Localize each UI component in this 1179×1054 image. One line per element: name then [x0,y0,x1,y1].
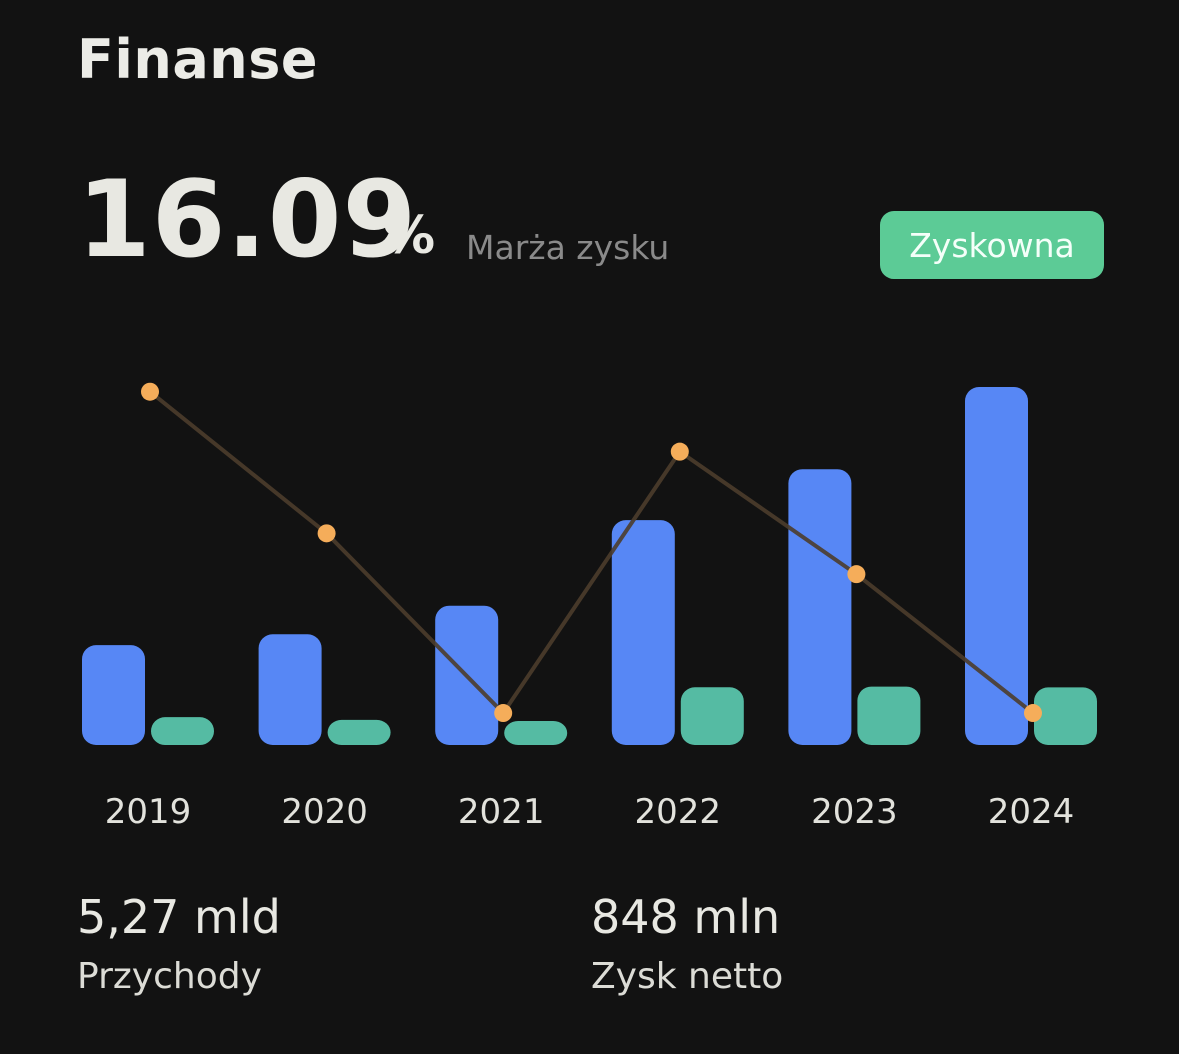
revenue-value: 5,27 mld [77,890,281,944]
net-income-bar [151,717,214,745]
revenue-stat: 5,27 mld Przychody [77,890,281,997]
revenue-bar [965,387,1028,745]
profit-margin-point [317,524,336,543]
profit-margin-point [670,442,689,461]
status-badge: Zyskowna [880,211,1104,279]
revenue-label: Przychody [77,956,262,997]
x-tick-label: 2021 [458,792,545,832]
page-title: Finanse [77,28,318,91]
net-income-bar [1034,687,1097,745]
net-income-bar [327,719,391,745]
x-tick-label: 2020 [281,792,368,832]
x-tick-label: 2022 [635,792,722,832]
revenue-bar [788,469,852,745]
x-tick-label: 2019 [105,792,192,832]
profit-margin-point [494,704,513,723]
revenue-bar [258,634,322,745]
revenue-bar [82,645,145,745]
profit-margin-line [148,390,1035,716]
net-income-stat: 848 mln Zysk netto [591,890,783,997]
finance-chart: 2019 2020 2021 2022 2023 2024 [82,382,1097,832]
profit-margin-point [1024,704,1042,723]
profit-margin-point [141,382,159,401]
x-tick-label: 2024 [988,792,1075,832]
net-income-label: Zysk netto [591,956,784,997]
revenue-bar [611,520,675,745]
profit-margin-point [847,565,866,584]
net-income-bar [857,686,921,745]
profit-margin-value: 16.09 [77,158,418,281]
net-income-value: 848 mln [591,890,781,944]
net-income-bar [680,687,744,745]
net-income-bar [504,721,568,745]
profit-margin-label: Marża zysku [466,228,670,267]
profit-margin-unit: % [383,206,436,266]
x-tick-label: 2023 [811,792,898,832]
